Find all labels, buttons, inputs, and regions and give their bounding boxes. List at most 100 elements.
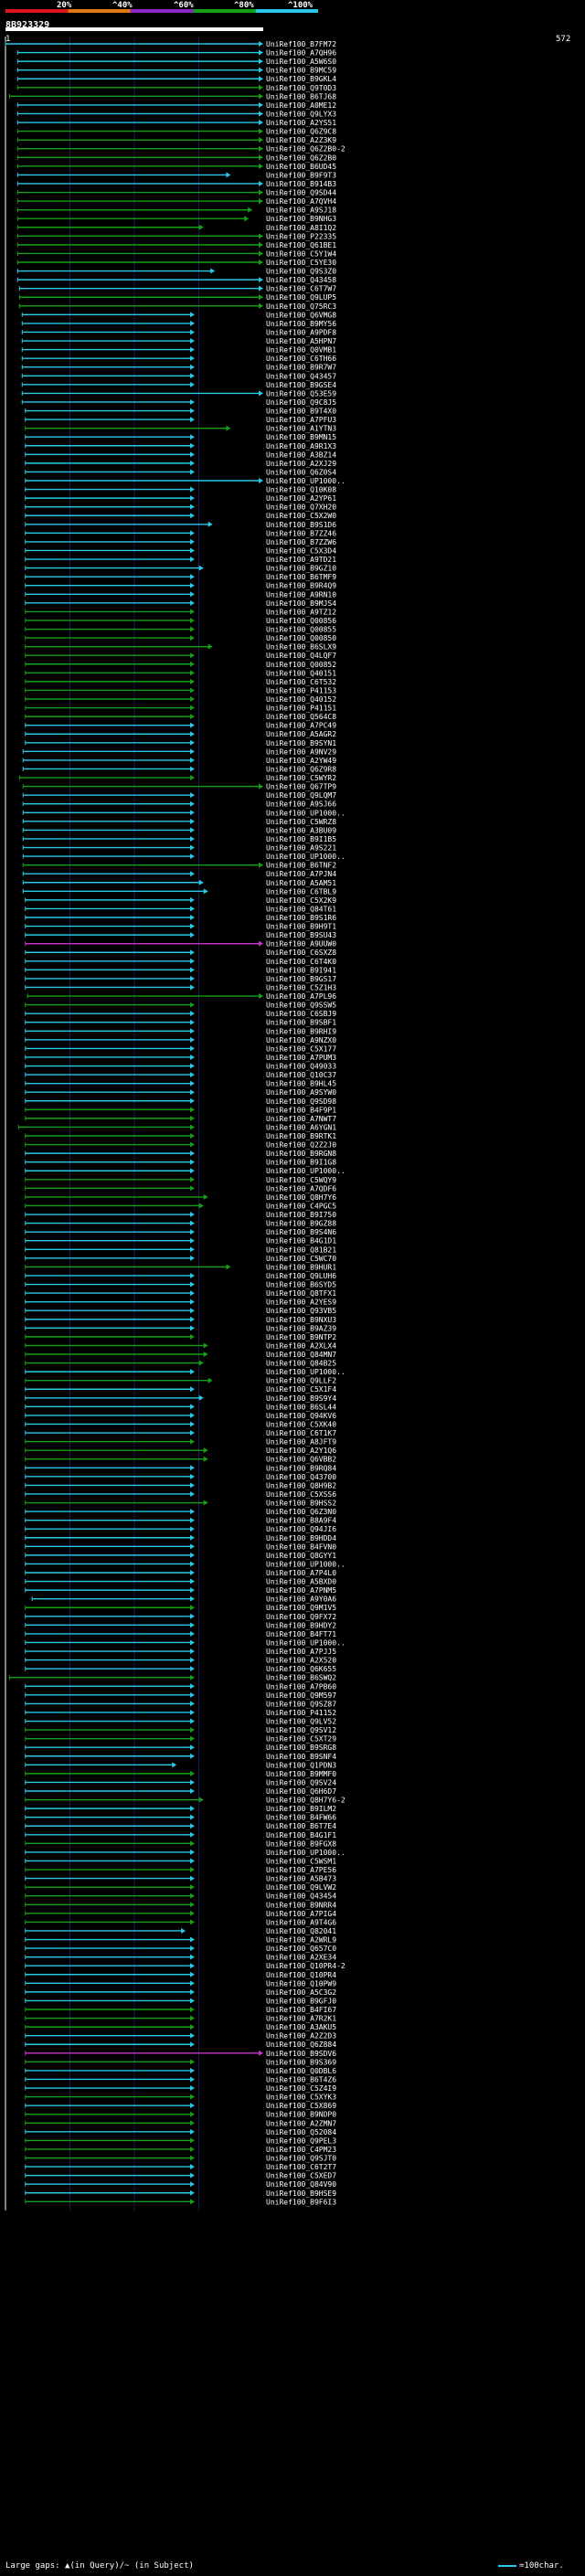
hit-arrow [189,1910,195,1916]
hit-arrow [189,1490,195,1497]
hit-label: UniRef100_Q6H6D7 [266,1787,336,1796]
hit-arrow [189,1858,195,1864]
hit-label: UniRef100_A8JFT9 [266,1438,336,1447]
hit-label: UniRef100_A5BXD0 [266,1578,336,1586]
hit-label: UniRef100_Q10K08 [266,486,336,494]
hit-arrow [244,216,250,222]
hit-label: UniRef100_A2X520 [266,1657,336,1665]
hit-arrow [189,1097,195,1104]
hit-label: UniRef100_Q75RC3 [266,302,336,311]
hit-arrow [189,714,195,720]
hit-label: UniRef100_B9HDY2 [266,1621,336,1629]
hit-arrow [189,2015,195,2021]
hit-label: UniRef100_B9I941 [266,966,336,974]
hit-label: UniRef100_B6SL44 [266,1403,336,1411]
hit-arrow [259,76,263,82]
hit-label: UniRef100_B6T4Z6 [266,2075,336,2083]
hit-label: UniRef100_C5X177 [266,1044,336,1053]
hit-arrow [189,1045,195,1052]
hit-label: UniRef100_Q81B21 [266,1246,336,1254]
hit-label: UniRef100_Q67TP9 [266,783,336,791]
hit-label: UniRef100_C5Z4I9 [266,2084,336,2093]
hit-arrow [203,1447,208,1454]
hit-label: UniRef100_B9S369 [266,2058,336,2066]
hit-label: UniRef100_Q43457 [266,372,336,380]
hit-arrow [189,451,195,458]
hit-label: UniRef100_Q4LQF7 [266,652,336,660]
hit-arrow [198,1360,204,1366]
hit-arrow [189,2024,195,2030]
hit-label: UniRef100_B9F6I3 [266,2198,336,2206]
hit-label: UniRef100_A7QDF6 [266,1184,336,1193]
hit-arrow [189,1622,195,1628]
hit-label: UniRef100_Q6Z9C8 [266,128,336,136]
hit-label: UniRef100_C5Y1W4 [266,249,336,258]
hit-label: UniRef100_B6TNF2 [266,862,336,870]
hit-label: UniRef100_B914B3 [266,180,336,188]
hit-arrow [189,1867,195,1873]
hit-arrow [189,1831,195,1838]
hit-label: UniRef100_C5WC70 [266,1255,336,1263]
hit-label: UniRef100_A2Y1Q6 [266,1447,336,1455]
hit-arrow [189,1473,195,1479]
hit-label: UniRef100_B7ZZ46 [266,529,336,537]
hit-label: UniRef100_B6TJ68 [266,92,336,101]
hit-arrow [189,1945,195,1952]
hit-arrow [189,1936,195,1943]
hit-arrow [207,643,213,650]
hit-arrow [189,661,195,667]
hit-label: UniRef100_A7R2K1 [266,2015,336,2023]
hit-arrow [189,1613,195,1619]
hit-label: UniRef100_Q2Z2J0 [266,1141,336,1150]
hit-label: UniRef100_C5WRZ8 [266,818,336,826]
hit-label: UniRef100_C5XSS6 [266,1490,336,1499]
hit-label: UniRef100_Q84V90 [266,2180,336,2189]
hit-label: UniRef100_Q8GYY1 [266,1552,336,1560]
hit-label: UniRef100_A7P4L0 [266,1569,336,1577]
hit-arrow [189,775,195,781]
hit-arrow [189,1465,195,1471]
hit-arrow [189,2103,195,2109]
scale-bar-segment [255,9,318,13]
hit-arrow [189,1648,195,1655]
hit-label: UniRef100_A9SYW0 [266,1088,336,1097]
hit-arrow [189,1971,195,1977]
hit-arrow [207,1377,213,1383]
hit-arrow [189,1019,195,1025]
hit-arrow [189,1595,195,1602]
hit-label: UniRef100_Q564C8 [266,713,336,721]
hit-arrow [181,1927,186,1934]
hit-arrow [189,731,195,737]
hit-label: UniRef100_C5Z1H3 [266,983,336,991]
hit-label: UniRef100_Q00856 [266,617,336,625]
hit-label: UniRef100_A2XLX4 [266,1341,336,1350]
hit-arrow [189,408,195,414]
hit-label: UniRef100_A9S221 [266,844,336,853]
hit-arrow [189,1630,195,1637]
hit-label: UniRef100_A9T4G6 [266,1918,336,1926]
hit-label: UniRef100_C6TBL9 [266,887,336,896]
hit-arrow [203,888,208,895]
hit-label: UniRef100_C5X3D4 [266,546,336,555]
hit-arrow [203,1342,208,1349]
hit-arrow [189,2085,195,2092]
hit-label: UniRef100_A5HPN7 [266,337,336,345]
hit-arrow [189,460,195,466]
hit-label: UniRef100_B9RGN8 [266,1150,336,1158]
hit-label: UniRef100_Q6Z3N0 [266,1508,336,1516]
hit-arrow [189,1028,195,1034]
hit-label: UniRef100_C5WYR2 [266,774,336,782]
hit-label: UniRef100_C6T532 [266,678,336,686]
hit-arrow [189,1718,195,1724]
hit-label: UniRef100_B9SRG8 [266,1744,336,1752]
hit-label: UniRef100_Q40151 [266,669,336,677]
hit-arrow [189,1036,195,1043]
hit-arrow [259,862,263,868]
hit-label: UniRef100_Q9FX72 [266,1613,336,1621]
hit-arrow [259,302,263,309]
hit-arrow [189,2094,195,2100]
hit-label: UniRef100_A7PJJ5 [266,1648,336,1656]
hit-arrow [189,1159,195,1165]
hit-arrow [189,1386,195,1393]
